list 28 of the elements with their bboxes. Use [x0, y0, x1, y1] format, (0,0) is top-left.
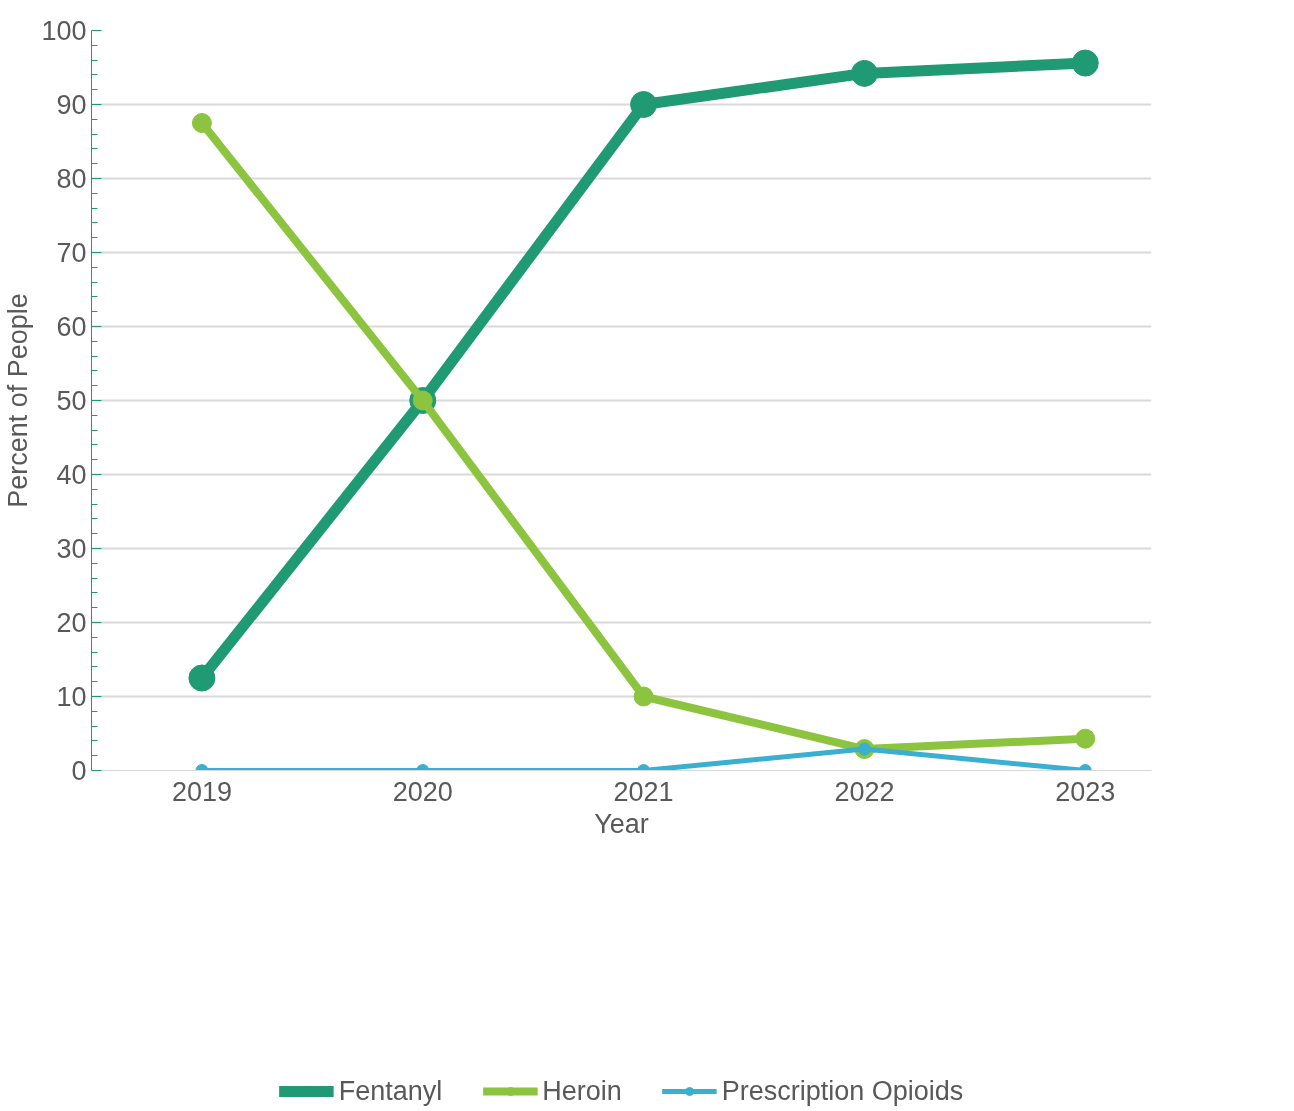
x-axis-title: Year — [594, 808, 649, 839]
y-tick-label: 100 — [41, 16, 87, 46]
y-tick-label: 0 — [71, 756, 87, 786]
point — [850, 59, 878, 87]
legend-label: Prescription Opioids — [721, 1075, 964, 1107]
x-tick-label: 2019 — [171, 776, 232, 807]
point — [1071, 49, 1099, 77]
x-tick-label: 2021 — [613, 776, 674, 807]
y-tick-label: 10 — [56, 682, 87, 712]
point — [1075, 728, 1096, 749]
point — [630, 91, 658, 118]
y-tick-label: 70 — [56, 238, 87, 268]
point — [191, 113, 212, 133]
x-tick-label: 2022 — [834, 776, 895, 807]
y-tick-label: 50 — [56, 386, 87, 416]
y-tick-label: 30 — [56, 534, 87, 564]
y-tick-label: 60 — [56, 312, 87, 342]
x-tick-label: 2020 — [392, 776, 453, 807]
y-tick-label: 20 — [56, 608, 87, 638]
y-tick-label: 90 — [56, 90, 87, 120]
legend-label: Heroin — [542, 1075, 622, 1107]
y-tick-label: 80 — [56, 164, 87, 194]
y-axis-title: Percent of People — [3, 293, 34, 508]
legend-label: Fentanyl — [338, 1075, 443, 1107]
point — [188, 664, 216, 692]
x-tick-label: 2023 — [1055, 776, 1116, 807]
point — [633, 686, 654, 707]
y-tick-label: 40 — [56, 460, 87, 490]
